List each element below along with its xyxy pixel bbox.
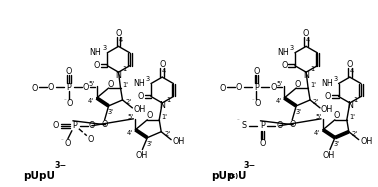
Text: NH: NH	[133, 79, 145, 88]
Text: 2': 2'	[313, 99, 319, 105]
Text: 3: 3	[102, 45, 106, 51]
Text: NH: NH	[90, 48, 101, 57]
Text: ⁻: ⁻	[251, 98, 254, 103]
Text: O: O	[254, 99, 261, 108]
Text: P: P	[67, 82, 71, 92]
Text: 3−: 3−	[54, 161, 66, 170]
Text: O: O	[107, 80, 114, 89]
Text: 3: 3	[290, 45, 294, 51]
Text: 4: 4	[118, 37, 122, 43]
Text: 2': 2'	[352, 131, 358, 137]
Text: O: O	[295, 80, 301, 89]
Text: OH: OH	[133, 105, 146, 114]
Text: 1': 1'	[310, 82, 316, 88]
Text: N: N	[347, 101, 353, 110]
Text: ⁻: ⁻	[64, 98, 66, 103]
Text: O: O	[137, 92, 144, 101]
Text: 5': 5'	[89, 81, 95, 87]
Text: O: O	[101, 120, 108, 129]
Text: 5': 5'	[276, 81, 282, 87]
Text: O: O	[303, 29, 309, 38]
Text: 3': 3'	[334, 141, 340, 147]
Text: U: U	[238, 171, 246, 181]
Text: 3−: 3−	[243, 161, 256, 170]
Text: (s): (s)	[229, 173, 239, 179]
Text: 4': 4'	[314, 130, 320, 136]
Text: O: O	[88, 121, 95, 130]
Text: 4': 4'	[88, 98, 94, 104]
Text: pUpU: pUpU	[23, 171, 55, 181]
Text: O: O	[334, 111, 340, 120]
Text: O: O	[253, 67, 260, 76]
Text: NH: NH	[277, 48, 289, 57]
Text: O: O	[94, 61, 100, 70]
Text: O: O	[66, 67, 72, 76]
Text: 4: 4	[306, 37, 310, 43]
Text: O: O	[32, 84, 38, 93]
Text: 3: 3	[333, 76, 338, 82]
Text: 2': 2'	[164, 131, 170, 137]
Text: O: O	[259, 139, 266, 148]
Text: 4: 4	[162, 68, 166, 74]
Text: S: S	[241, 121, 246, 130]
Text: ⁻: ⁻	[33, 84, 36, 89]
Text: 5': 5'	[315, 114, 321, 120]
Text: N: N	[159, 101, 165, 110]
Text: 4: 4	[350, 68, 354, 74]
Text: 1': 1'	[161, 114, 167, 120]
Text: O: O	[67, 99, 73, 108]
Text: P: P	[73, 121, 77, 130]
Text: O: O	[220, 84, 226, 93]
Text: O: O	[325, 92, 332, 101]
Text: O: O	[235, 82, 242, 92]
Text: P: P	[254, 82, 259, 92]
Text: ⁻: ⁻	[236, 118, 239, 123]
Text: O: O	[88, 135, 94, 144]
Text: ⁻: ⁻	[220, 84, 223, 89]
Text: O: O	[65, 139, 71, 148]
Text: OH: OH	[361, 137, 373, 146]
Text: 3': 3'	[108, 109, 113, 115]
Text: 1': 1'	[349, 114, 355, 120]
Text: O: O	[53, 121, 59, 130]
Text: N: N	[116, 71, 121, 80]
Text: 1: 1	[310, 66, 314, 72]
Text: 4': 4'	[275, 98, 281, 104]
Text: pUp: pUp	[211, 171, 234, 181]
Text: P: P	[260, 121, 265, 130]
Text: O: O	[159, 60, 166, 69]
Text: 1: 1	[122, 66, 127, 72]
Text: O: O	[48, 82, 54, 92]
Text: O: O	[82, 82, 89, 92]
Text: O: O	[289, 120, 296, 129]
Text: O: O	[270, 82, 277, 92]
Text: 3': 3'	[146, 141, 152, 147]
Text: OH: OH	[323, 151, 335, 160]
Text: OH: OH	[321, 105, 333, 114]
Text: 2': 2'	[125, 99, 132, 105]
Text: O: O	[347, 60, 353, 69]
Text: 1: 1	[166, 97, 170, 103]
Text: 1: 1	[354, 97, 358, 103]
Text: N: N	[303, 71, 309, 80]
Text: 5': 5'	[127, 114, 133, 120]
Text: 1': 1'	[122, 82, 129, 88]
Text: O: O	[276, 121, 282, 130]
Text: ⁻: ⁻	[60, 138, 64, 143]
Text: 4': 4'	[126, 130, 133, 136]
Text: 3: 3	[146, 76, 150, 82]
Text: OH: OH	[173, 137, 185, 146]
Text: O: O	[115, 29, 122, 38]
Text: OH: OH	[135, 151, 147, 160]
Text: NH: NH	[321, 79, 333, 88]
Text: 3': 3'	[295, 109, 301, 115]
Text: O: O	[281, 61, 288, 70]
Text: O: O	[146, 111, 152, 120]
